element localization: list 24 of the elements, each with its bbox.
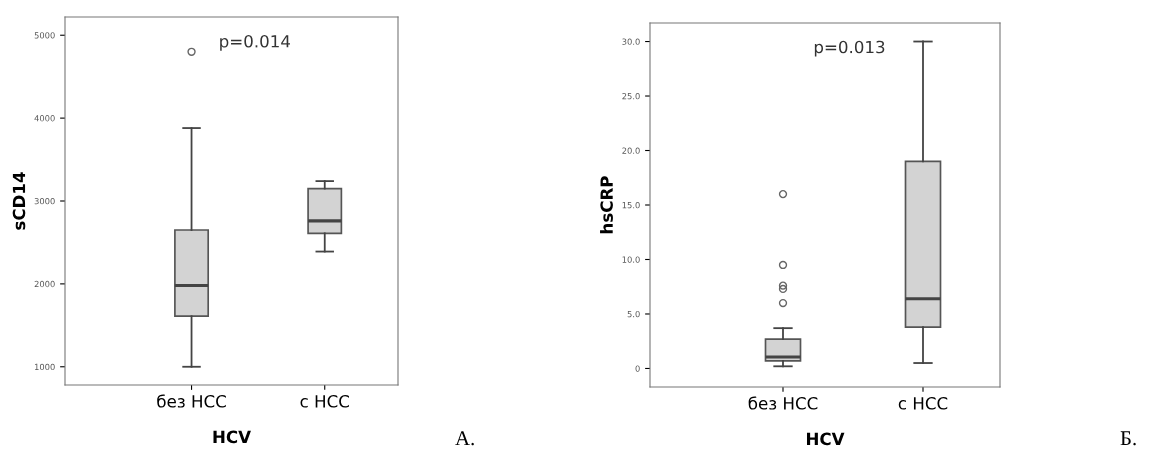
y-tick-label: 3000	[34, 197, 55, 205]
y-tick-label: 2000	[34, 280, 55, 288]
x-tick-label: с HCC	[898, 397, 948, 410]
y-tick-label: 25.0	[622, 93, 640, 100]
y-tick-label: 10.0	[622, 256, 640, 263]
text: Б.	[1120, 431, 1136, 446]
x-tick-label: без HCC	[748, 396, 818, 410]
y-tick-label: 4000	[34, 115, 55, 122]
annotation: p=0.014	[220, 34, 290, 51]
annotation: p=0.013	[814, 40, 885, 57]
text: А.	[455, 431, 474, 446]
x-axis-title: HCV	[213, 430, 251, 444]
y-tick-label: 0	[635, 365, 640, 372]
y-tick-label: 1000	[34, 363, 55, 371]
x-axis-title: HCV	[806, 432, 845, 446]
y-axis-title: hsCRP	[600, 176, 613, 234]
y-tick-label: 20.0	[622, 147, 640, 154]
y-tick-label: 5.0	[627, 310, 640, 318]
y-axis-title: sCD14	[12, 172, 26, 230]
x-tick-label: без HCC	[157, 394, 226, 408]
y-tick-label: 5000	[34, 32, 55, 39]
y-tick-label: 15.0	[622, 201, 640, 209]
y-tick-label: 30.0	[622, 38, 640, 45]
x-tick-label: с HCC	[300, 395, 349, 408]
